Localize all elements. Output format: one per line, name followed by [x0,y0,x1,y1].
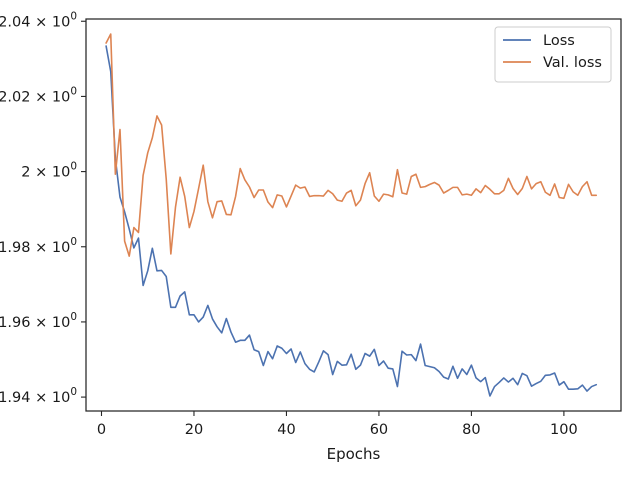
legend-label: Val. loss [543,55,602,71]
y-axis: 1.94 × 100 1.96 × 100 1.98 × 100 2 × 100 2.0… [0,10,86,406]
x-tick-label: 80 [462,422,480,438]
y-tick-label: 2.02 × 100 [0,85,77,105]
x-tick-label: 40 [277,422,295,438]
series-line-loss [105,45,598,397]
legend: Loss Val. loss [494,26,612,83]
x-tick-label: 0 [97,422,106,438]
y-tick-label: 2 × 100 [21,161,77,181]
y-tick-label: 1.94 × 100 [0,386,77,406]
y-tick-label: 1.98 × 100 [0,236,77,256]
plot-area [105,33,598,397]
x-tick-label: 100 [550,422,578,438]
x-tick-label: 20 [185,422,203,438]
x-axis-label: Epochs [327,445,381,463]
x-tick-label: 60 [370,422,388,438]
x-axis: 0 20 40 60 80 100 [97,411,578,438]
y-tick-label: 1.96 × 100 [0,311,77,331]
legend-label: Loss [543,33,575,49]
plot-frame [85,18,622,412]
y-tick-label: 2.04 × 100 [0,10,77,30]
series-line-val-loss [105,33,598,257]
